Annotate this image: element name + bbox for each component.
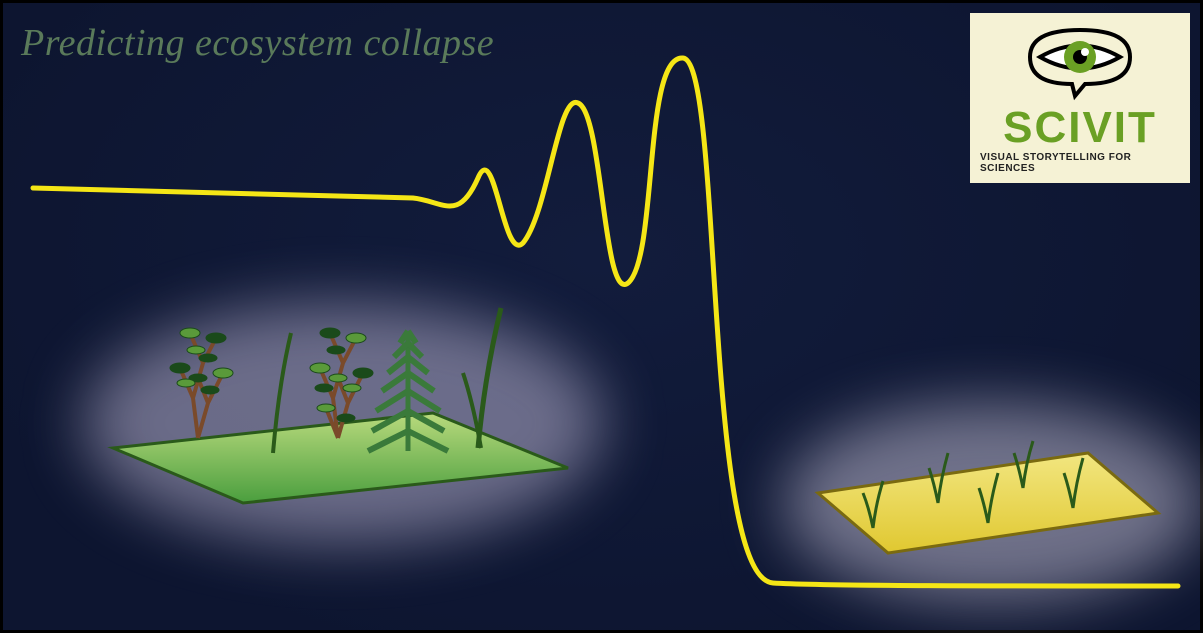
logo-tagline: VISUAL STORYTELLING FOR SCIENCES [980, 152, 1180, 174]
logo-eye-icon [1010, 22, 1150, 102]
degraded-patch [818, 453, 1158, 553]
logo-box: SCIVIT VISUAL STORYTELLING FOR SCIENCES [970, 13, 1190, 183]
infographic-canvas: Predicting ecosystem collapse SCIVIT VIS… [0, 0, 1203, 633]
logo-brand: SCIVIT [1003, 106, 1157, 150]
page-title: Predicting ecosystem collapse [21, 21, 494, 65]
